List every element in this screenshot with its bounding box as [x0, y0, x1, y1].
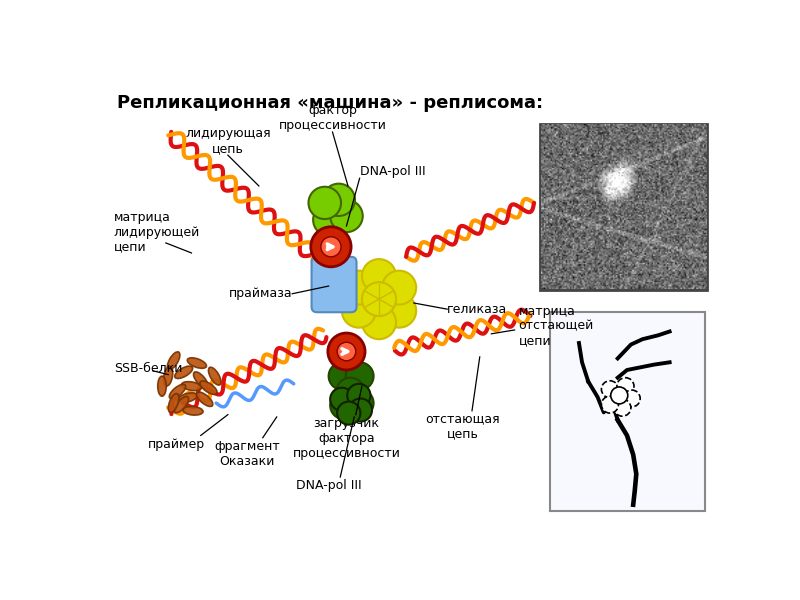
Ellipse shape [178, 393, 198, 403]
Circle shape [346, 362, 374, 390]
Circle shape [330, 388, 354, 411]
Text: отстающая
цепь: отстающая цепь [426, 412, 500, 440]
Circle shape [321, 237, 341, 257]
Ellipse shape [187, 358, 206, 368]
Circle shape [349, 398, 372, 422]
Circle shape [311, 227, 351, 267]
Ellipse shape [167, 352, 180, 370]
Text: праймаза: праймаза [229, 287, 292, 300]
Text: Репликационная «машина» - реплисома:: Репликационная «машина» - реплисома: [117, 94, 543, 112]
Text: SSB-белки: SSB-белки [114, 362, 182, 375]
Circle shape [342, 294, 376, 328]
Text: загрузчик
фактора
процессивности: загрузчик фактора процессивности [293, 417, 400, 460]
Circle shape [602, 381, 618, 398]
Circle shape [382, 271, 416, 305]
Ellipse shape [200, 381, 217, 394]
Circle shape [322, 184, 355, 216]
Text: матрица
отстающей
цепи: матрица отстающей цепи [518, 305, 594, 347]
Circle shape [623, 390, 640, 407]
Circle shape [347, 384, 370, 407]
Ellipse shape [183, 406, 203, 415]
Circle shape [328, 333, 365, 370]
Ellipse shape [197, 392, 213, 406]
Bar [550, 312, 705, 511]
Text: DNA-pol III: DNA-pol III [360, 165, 426, 178]
Circle shape [362, 305, 396, 339]
Text: фактор
процессивности: фактор процессивности [278, 104, 386, 132]
Ellipse shape [170, 385, 186, 399]
Text: геликаза: геликаза [447, 302, 507, 316]
Circle shape [346, 389, 374, 417]
Circle shape [617, 377, 634, 395]
Circle shape [330, 392, 358, 419]
Ellipse shape [158, 376, 166, 396]
Circle shape [337, 342, 356, 361]
Text: праймер: праймер [147, 438, 205, 451]
Ellipse shape [209, 367, 221, 385]
Circle shape [614, 399, 631, 416]
Circle shape [602, 396, 618, 413]
Text: DNA-pol III: DNA-pol III [296, 479, 362, 491]
Ellipse shape [194, 372, 208, 388]
Circle shape [382, 294, 416, 328]
Circle shape [337, 401, 360, 425]
Circle shape [362, 259, 396, 293]
Ellipse shape [174, 397, 189, 413]
Ellipse shape [174, 366, 193, 379]
Circle shape [362, 282, 396, 316]
Circle shape [342, 271, 376, 305]
Circle shape [329, 362, 357, 390]
Text: лидирующая
цепь: лидирующая цепь [185, 127, 270, 155]
Circle shape [330, 200, 362, 232]
FancyBboxPatch shape [311, 257, 357, 312]
Ellipse shape [168, 394, 179, 413]
Text: матрица
лидирующей
цепи: матрица лидирующей цепи [114, 211, 200, 254]
Ellipse shape [182, 382, 202, 391]
Text: фрагмент
Оказаки: фрагмент Оказаки [214, 440, 280, 468]
Circle shape [610, 387, 628, 404]
Circle shape [336, 377, 364, 406]
Ellipse shape [164, 366, 173, 386]
Circle shape [313, 203, 346, 236]
Circle shape [309, 187, 341, 219]
Bar [540, 124, 707, 290]
